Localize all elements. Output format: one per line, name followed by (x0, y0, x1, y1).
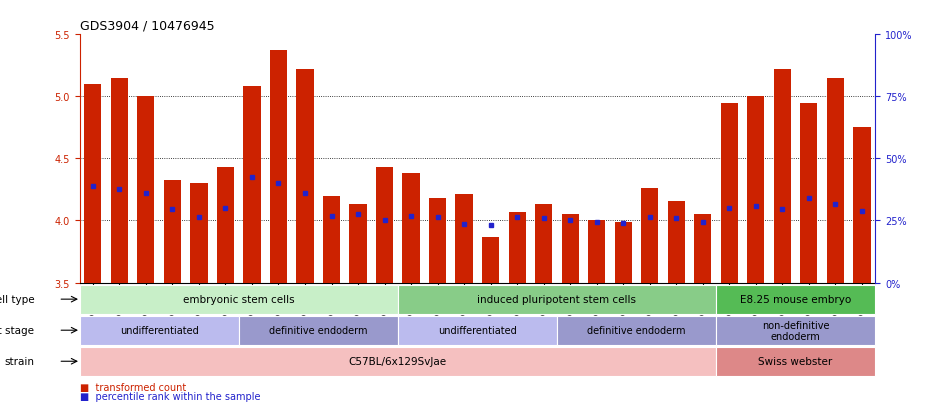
Bar (747, 97, 765, 283)
Bar (323, 196, 340, 283)
Text: development stage: development stage (0, 325, 35, 335)
Text: cell type: cell type (0, 294, 35, 304)
Text: Swiss webster: Swiss webster (758, 356, 833, 366)
Bar (376, 168, 393, 283)
Bar (456, 195, 473, 283)
Bar (110, 78, 128, 283)
Bar (557, 316, 716, 345)
Text: definitive endoderm: definitive endoderm (269, 325, 368, 335)
Bar (562, 215, 578, 283)
Bar (402, 174, 419, 283)
Text: induced pluripotent stem cells: induced pluripotent stem cells (477, 294, 636, 304)
Bar (826, 78, 844, 283)
Text: E8.25 mouse embryo: E8.25 mouse embryo (740, 294, 851, 304)
Text: definitive endoderm: definitive endoderm (587, 325, 686, 335)
Bar (716, 347, 875, 376)
Text: undifferentiated: undifferentiated (120, 325, 198, 335)
Bar (716, 316, 875, 345)
Bar (243, 87, 260, 283)
Bar (854, 128, 870, 283)
Text: GDS3904 / 10476945: GDS3904 / 10476945 (80, 19, 214, 33)
Text: embryonic stem cells: embryonic stem cells (183, 294, 295, 304)
Bar (535, 205, 552, 283)
Bar (84, 85, 101, 283)
Bar (482, 237, 499, 283)
Bar (800, 103, 817, 283)
Bar (398, 316, 557, 345)
Bar (695, 215, 711, 283)
Bar (429, 199, 446, 283)
Bar (80, 316, 239, 345)
Bar (588, 221, 606, 283)
Bar (641, 189, 658, 283)
Text: strain: strain (5, 356, 35, 366)
Bar (80, 285, 398, 314)
Bar (217, 168, 234, 283)
Bar (270, 51, 287, 283)
Bar (239, 316, 398, 345)
Bar (297, 70, 314, 283)
Bar (716, 285, 875, 314)
Bar (774, 70, 791, 283)
Text: undifferentiated: undifferentiated (438, 325, 517, 335)
Text: ■  transformed count: ■ transformed count (80, 382, 186, 392)
Bar (398, 285, 716, 314)
Bar (615, 222, 632, 283)
Text: non-definitive
endoderm: non-definitive endoderm (762, 320, 829, 341)
Bar (164, 180, 181, 283)
Bar (667, 201, 685, 283)
Bar (508, 212, 526, 283)
Bar (721, 103, 738, 283)
Text: ■  percentile rank within the sample: ■ percentile rank within the sample (80, 392, 260, 401)
Bar (190, 184, 208, 283)
Text: C57BL/6x129SvJae: C57BL/6x129SvJae (349, 356, 446, 366)
Bar (138, 97, 154, 283)
Bar (349, 205, 367, 283)
Bar (80, 347, 716, 376)
